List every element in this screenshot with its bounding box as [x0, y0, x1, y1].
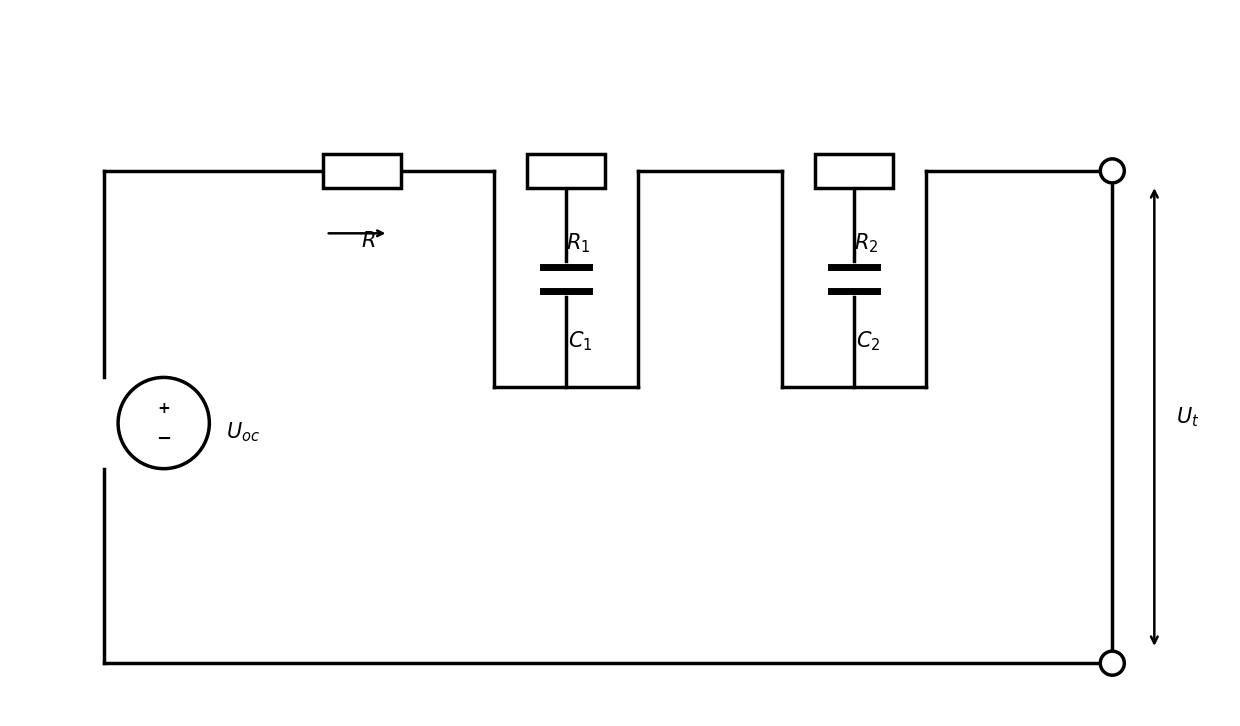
- Text: $C_2$: $C_2$: [857, 330, 880, 353]
- Circle shape: [1100, 159, 1125, 183]
- Bar: [322, 154, 401, 188]
- Text: $U_t$: $U_t$: [1176, 405, 1199, 429]
- Bar: [815, 154, 893, 188]
- Text: $C_1$: $C_1$: [568, 330, 593, 353]
- Text: −: −: [156, 430, 171, 448]
- Text: +: +: [157, 401, 170, 416]
- Circle shape: [1100, 651, 1125, 675]
- Text: $R$: $R$: [361, 231, 376, 251]
- Text: $R_1$: $R_1$: [565, 231, 590, 255]
- Text: $R_2$: $R_2$: [854, 231, 878, 255]
- Circle shape: [118, 378, 210, 469]
- Text: $U_{oc}$: $U_{oc}$: [226, 421, 260, 444]
- Bar: [527, 154, 605, 188]
